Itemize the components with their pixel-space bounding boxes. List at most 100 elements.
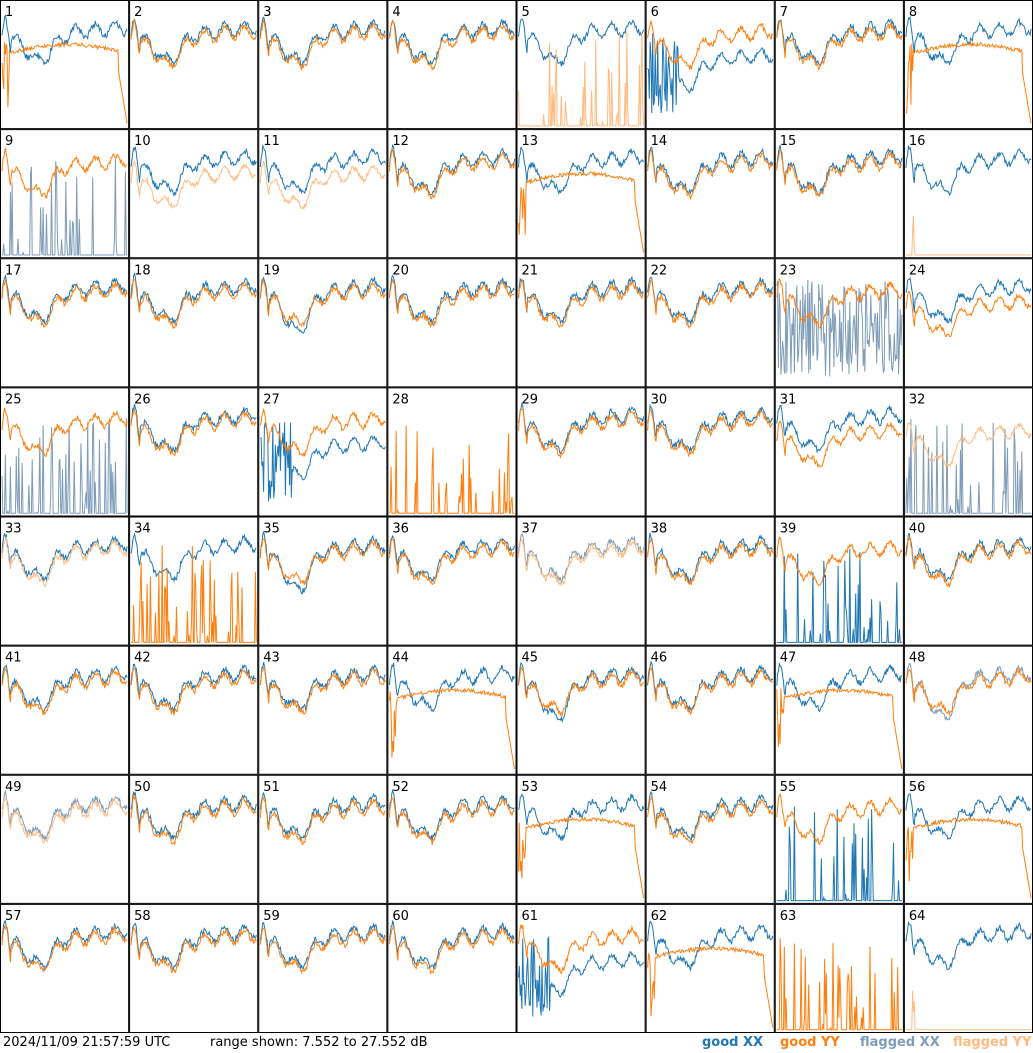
series-xx-line: [1, 14, 128, 66]
panel-frame: [258, 258, 388, 388]
series-xx-line: [1, 664, 128, 712]
panel-label: 38: [651, 522, 668, 537]
panel-label: 59: [263, 909, 280, 924]
panel-64: 64: [903, 903, 1033, 1033]
panel-frame: [774, 387, 904, 517]
panel-frame: [903, 645, 1033, 775]
series-xx-line: [518, 18, 645, 67]
series-yy-line: [647, 538, 774, 586]
series-yy-line: [776, 536, 903, 587]
panel-36: 36: [387, 516, 517, 646]
panel-frame: [258, 903, 388, 1033]
series-xx-line: [1, 274, 128, 325]
panel-frame: [387, 774, 517, 904]
series-yy-line: [388, 148, 515, 200]
panel-frame: [129, 0, 259, 130]
panel-frame: [516, 774, 646, 904]
series-yy-line: [1, 537, 128, 588]
series-yy-line: [1, 797, 128, 845]
panel-frame: [258, 129, 388, 259]
series-yy-line: [905, 422, 1032, 469]
range-label: range shown: 7.552 to 27.552 dB: [210, 1035, 428, 1050]
panel-24: 24: [903, 258, 1033, 388]
series-yy-line: [647, 945, 774, 1028]
series-xx-line: [776, 18, 903, 67]
series-yy-line: [388, 19, 515, 72]
panel-frame: [645, 129, 775, 259]
panel-9: 9: [0, 129, 130, 259]
series-xx-line: [905, 793, 1032, 841]
panel-label: 18: [134, 263, 151, 278]
panel-28: 28: [387, 387, 517, 517]
panel-17: 17: [0, 258, 130, 388]
panel-45: 45: [516, 645, 646, 775]
panel-63: 63: [774, 903, 904, 1033]
panel-label: 7: [780, 5, 788, 20]
panel-frame: [0, 774, 130, 904]
series-xx-line: [647, 33, 774, 114]
panel-label: 54: [651, 780, 668, 795]
panel-frame: [0, 258, 130, 388]
panel-frame: [129, 903, 259, 1033]
series-xx-line: [647, 146, 774, 195]
panel-60: 60: [387, 903, 517, 1033]
series-xx-line: [905, 15, 1032, 66]
series-xx-line: [905, 532, 1032, 583]
series-yy-line: [776, 149, 903, 198]
panel-frame: [387, 516, 517, 646]
series-yy-line: [905, 668, 1032, 716]
panel-43: 43: [258, 645, 388, 775]
series-yy-line: [518, 816, 645, 899]
panel-label: 9: [5, 134, 13, 149]
panel-frame: [645, 258, 775, 388]
timestamp-label: 2024/11/09 21:57:59 UTC: [3, 1035, 171, 1050]
panel-57: 57: [0, 903, 130, 1033]
panel-frame: [645, 774, 775, 904]
panel-25: 25: [0, 387, 130, 517]
panel-frame: [516, 516, 646, 646]
panel-label: 29: [522, 392, 539, 407]
panel-frame: [258, 0, 388, 130]
series-xx-line: [776, 806, 902, 902]
series-yy-line: [130, 159, 257, 209]
panel-54: 54: [645, 774, 775, 904]
legend-flagged-yy: flagged YY: [953, 1035, 1032, 1050]
panel-3: 3: [258, 0, 388, 130]
series-yy-line: [518, 924, 644, 975]
panel-18: 18: [129, 258, 259, 388]
panel-48: 48: [903, 645, 1033, 775]
series-yy-line: [647, 795, 774, 844]
series-xx-line: [776, 548, 902, 643]
series-yy-line: [905, 215, 1031, 256]
panel-40: 40: [903, 516, 1033, 646]
panel-58: 58: [129, 903, 259, 1033]
series-xx-line: [130, 403, 257, 453]
panel-label: 39: [780, 522, 797, 537]
panel-label: 31: [780, 392, 797, 407]
panel-frame: [645, 516, 775, 646]
panel-label: 40: [909, 522, 926, 537]
panel-41: 41: [0, 645, 130, 775]
panel-31: 31: [774, 387, 904, 517]
series-yy-line: [905, 41, 1032, 124]
panel-23: 23: [774, 258, 904, 388]
panel-frame: [516, 903, 646, 1033]
panel-label: 15: [780, 134, 797, 149]
series-yy-line: [647, 278, 774, 329]
panel-label: 30: [651, 392, 668, 407]
panel-label: 24: [909, 263, 926, 278]
series-xx-line: [1, 533, 128, 582]
panel-frame: [516, 645, 646, 775]
series-yy-line: [647, 20, 774, 71]
panel-51: 51: [258, 774, 388, 904]
panel-label: 57: [5, 909, 22, 924]
panel-label: 36: [392, 522, 409, 537]
panel-frame: [645, 903, 775, 1033]
panel-label: 50: [134, 780, 151, 795]
series-yy-line: [259, 160, 386, 211]
series-xx-line: [518, 935, 645, 1017]
series-yy-line: [518, 278, 644, 328]
panel-56: 56: [903, 774, 1033, 904]
series-xx-line: [1, 790, 128, 841]
panel-frame: [774, 0, 904, 130]
